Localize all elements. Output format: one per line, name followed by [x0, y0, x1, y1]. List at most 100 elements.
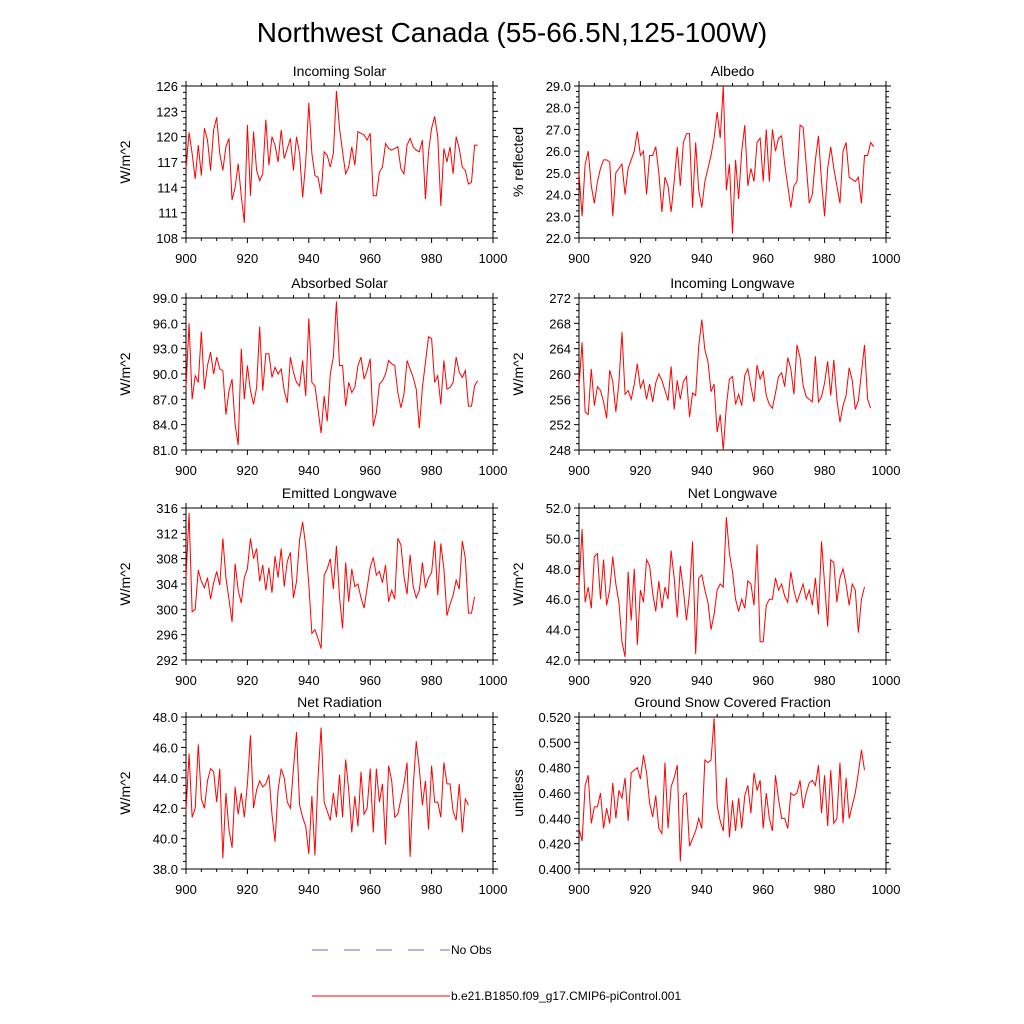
x-tick-label: 980 [814, 673, 836, 688]
x-tick-label: 940 [691, 882, 713, 897]
x-tick-label: 920 [237, 673, 259, 688]
panel-title: Albedo [711, 63, 755, 79]
y-tick-label: 111 [158, 206, 178, 221]
y-tick-label: 0.460 [538, 786, 571, 801]
x-tick-label: 980 [814, 463, 836, 478]
x-tick-label: 1000 [479, 673, 508, 688]
x-tick-label: 1000 [479, 882, 508, 897]
y-tick-label: 260 [549, 367, 571, 382]
x-tick-label: 940 [691, 251, 713, 266]
panel-title: Emitted Longwave [282, 485, 397, 501]
legend: No Obs b.e21.B1850.f09_g17.CMIP6-piContr… [312, 943, 681, 1003]
x-tick-label: 920 [237, 463, 259, 478]
panel-net-radiation: Net Radiation W/m^2 38.0 40.0 42.0 44.0 46.0 48… [117, 694, 507, 897]
y-tick-label: 26.0 [546, 144, 571, 159]
y-tick-label: 316 [156, 501, 178, 516]
y-tick-label: 272 [549, 291, 571, 306]
y-tick-label: 24.0 [546, 188, 571, 203]
y-tick-label: 27.0 [546, 122, 571, 137]
x-tick-label: 920 [630, 882, 652, 897]
y-axis-label: W/m^2 [117, 140, 133, 183]
y-tick-label: 23.0 [546, 209, 571, 224]
series-line-model [578, 319, 872, 451]
y-axis-label: % reflected [510, 127, 526, 197]
y-tick-label: 44.0 [153, 771, 178, 786]
y-tick-label: 96.0 [153, 316, 178, 331]
plot-frame [185, 507, 494, 661]
y-tick-label: 312 [156, 526, 178, 541]
y-tick-label: 0.500 [538, 735, 571, 750]
x-tick-label: 940 [298, 251, 320, 266]
x-tick-label: 960 [752, 882, 774, 897]
y-tick-label: 46.0 [153, 740, 178, 755]
x-tick-label: 960 [752, 463, 774, 478]
y-tick-label: 126 [156, 79, 178, 94]
y-tick-label: 93.0 [153, 342, 178, 357]
x-tick-label: 900 [175, 882, 197, 897]
figure-title: Northwest Canada (55-66.5N,125-100W) [257, 17, 767, 48]
panel-title: Net Radiation [297, 694, 382, 710]
y-tick-label: 40.0 [153, 832, 178, 847]
x-tick-label: 900 [175, 673, 197, 688]
y-tick-label: 264 [549, 342, 571, 357]
y-tick-label: 304 [156, 577, 178, 592]
y-tick-label: 42.0 [153, 801, 178, 816]
y-tick-label: 0.400 [538, 862, 571, 877]
y-tick-label: 108 [156, 231, 178, 246]
y-axis-label: W/m^2 [510, 562, 526, 605]
plot-frame [578, 507, 887, 661]
y-tick-label: 256 [549, 392, 571, 407]
x-tick-label: 980 [421, 882, 443, 897]
panel-title: Absorbed Solar [291, 275, 388, 291]
series-line-model [185, 301, 479, 446]
y-tick-label: 29.0 [546, 79, 571, 94]
x-tick-label: 900 [175, 463, 197, 478]
x-tick-label: 960 [752, 251, 774, 266]
y-tick-label: 300 [156, 602, 178, 617]
plot-frame [185, 297, 494, 451]
series-line-model [185, 513, 476, 649]
x-tick-label: 960 [752, 673, 774, 688]
panel-title: Net Longwave [688, 485, 778, 501]
x-tick-label: 900 [175, 251, 197, 266]
x-tick-label: 920 [630, 463, 652, 478]
y-tick-label: 0.520 [538, 710, 571, 725]
x-tick-label: 940 [691, 673, 713, 688]
y-tick-label: 46.0 [546, 592, 571, 607]
y-tick-label: 84.0 [153, 418, 178, 433]
y-tick-label: 87.0 [153, 392, 178, 407]
y-tick-label: 28.0 [546, 101, 571, 116]
x-tick-label: 980 [814, 882, 836, 897]
y-tick-label: 114 [157, 180, 178, 195]
y-tick-label: 123 [156, 104, 178, 119]
series-line-model [185, 91, 478, 223]
y-tick-label: 22.0 [546, 231, 571, 246]
x-tick-label: 940 [298, 463, 320, 478]
x-tick-label: 900 [568, 463, 590, 478]
x-tick-label: 920 [630, 251, 652, 266]
y-tick-label: 99.0 [153, 291, 178, 306]
y-tick-label: 25.0 [546, 166, 571, 181]
y-axis-label: W/m^2 [510, 352, 526, 395]
x-tick-label: 1000 [479, 251, 508, 266]
y-tick-label: 44.0 [546, 623, 571, 638]
y-tick-label: 50.0 [546, 531, 571, 546]
panel-incoming-longwave: Incoming Longwave W/m^2 248 252 256 260 264 268… [510, 275, 900, 478]
panel-title: Ground Snow Covered Fraction [634, 694, 831, 710]
y-tick-label: 252 [549, 418, 571, 433]
y-tick-label: 52.0 [546, 501, 571, 516]
x-tick-label: 1000 [872, 463, 901, 478]
x-tick-label: 960 [359, 882, 381, 897]
y-tick-label: 48.0 [546, 562, 571, 577]
y-tick-label: 81.0 [153, 443, 178, 458]
x-tick-label: 960 [359, 251, 381, 266]
series-line-model [578, 85, 875, 234]
y-tick-label: 296 [156, 628, 178, 643]
panel-title: Incoming Solar [293, 63, 387, 79]
x-tick-label: 920 [237, 251, 259, 266]
x-tick-label: 940 [691, 463, 713, 478]
y-tick-label: 0.480 [538, 761, 571, 776]
legend-label-model: b.e21.B1850.f09_g17.CMIP6-piControl.001 [451, 989, 681, 1003]
x-tick-label: 920 [237, 882, 259, 897]
